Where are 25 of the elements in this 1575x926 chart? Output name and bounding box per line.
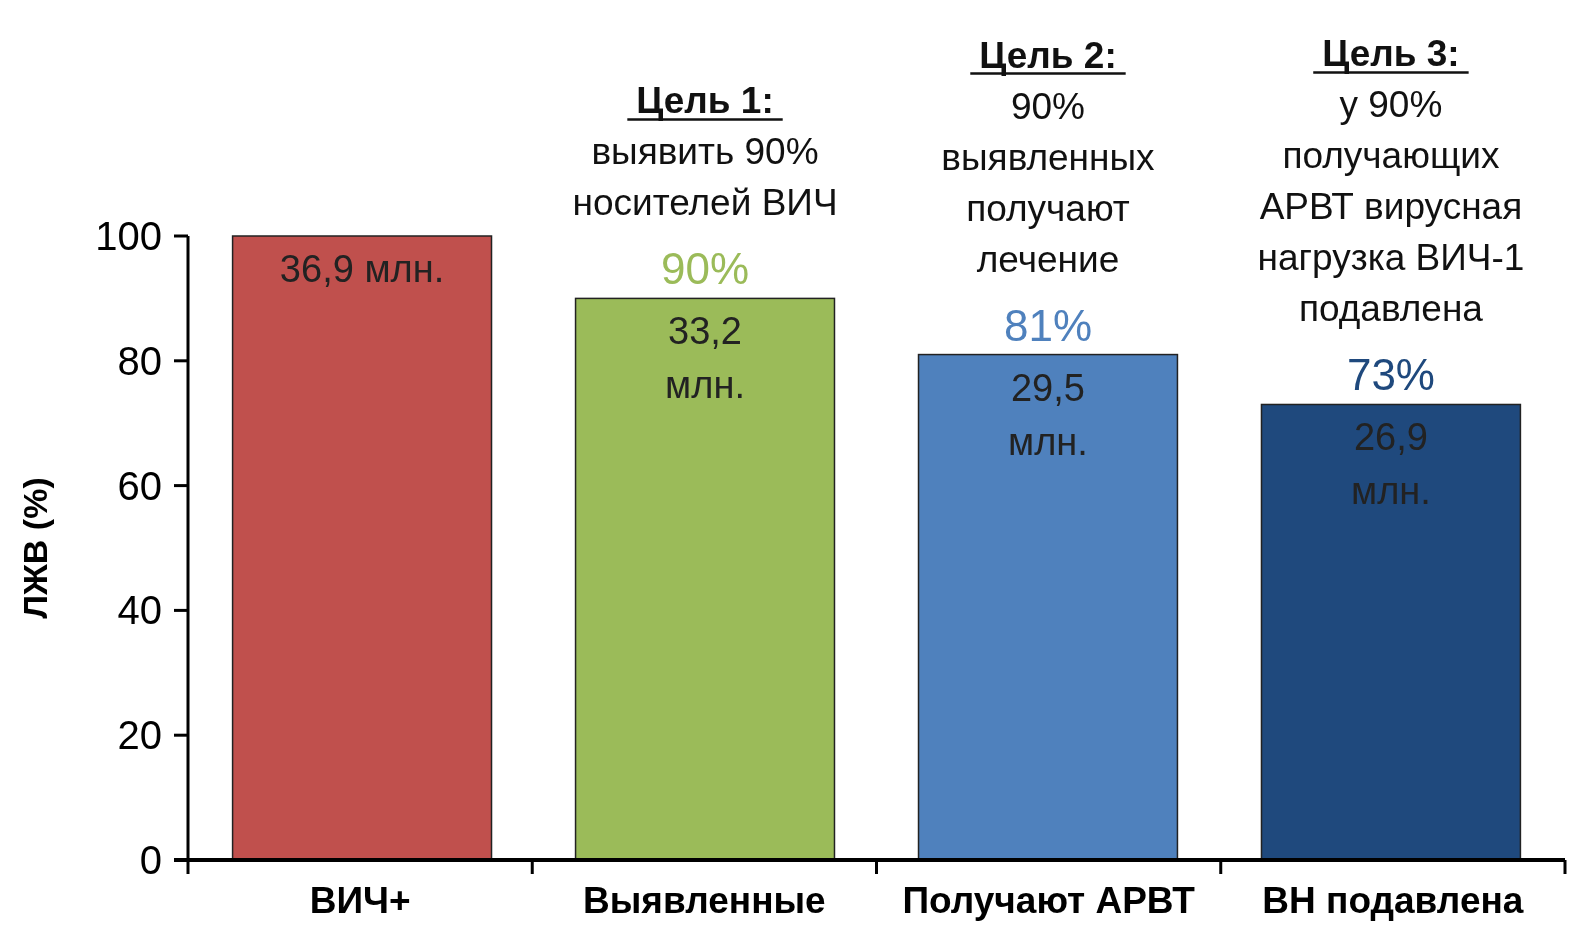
y-tick-label: 100: [95, 214, 162, 258]
x-tick-label: ВН подавлена: [1262, 880, 1524, 921]
y-tick-label: 0: [139, 838, 162, 882]
annotation: 36,9 млн.: [279, 248, 445, 290]
y-tick-label: 60: [117, 463, 162, 508]
annotation: Цель 3: у 90% получающих АРВТ вирусная нагрузка ВИЧ-1 подавлена: [1257, 33, 1525, 330]
y-axis-title: ЛЖВ (%): [16, 477, 54, 619]
data-label: 81%: [1003, 300, 1093, 350]
x-tick-label: Получают АРВТ: [902, 880, 1196, 921]
x-tick-label: ВИЧ+: [309, 880, 411, 921]
y-tick-label: 20: [117, 713, 162, 758]
data-label: 90%: [660, 244, 750, 294]
text: Цель 1: выявить 90% носителей ВИЧ: [572, 80, 838, 224]
y-tick-label: 80: [117, 338, 162, 383]
data-label: 73%: [1346, 350, 1435, 400]
bar: [1260, 403, 1522, 861]
annotation: 29,5 млн.: [1008, 366, 1088, 463]
bar: [231, 235, 493, 861]
annotation: Цель 2: 90% выявленных получают лечение: [941, 34, 1156, 280]
y-tick-label: 40: [117, 588, 162, 633]
bar: [917, 353, 1179, 861]
annotation: 33,2 млн.: [665, 310, 745, 407]
x-tick-label: Выявленные: [583, 880, 826, 921]
annotation: 26,9 млн.: [1351, 416, 1431, 513]
bar: [574, 297, 836, 861]
